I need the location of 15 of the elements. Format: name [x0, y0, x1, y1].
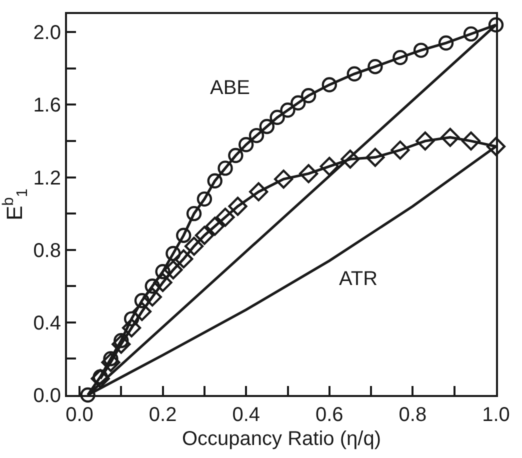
- y-tick-label: 1.6: [33, 94, 61, 117]
- x-tick-label: 0.2: [148, 404, 177, 426]
- y-tick-label: 1.2: [33, 167, 61, 190]
- y-tick-label: 2.0: [33, 22, 61, 44]
- y-tick-label: 0.4: [33, 312, 61, 334]
- x-tick-label: 0.4: [232, 404, 260, 426]
- x-tick-label: 0.6: [315, 404, 344, 426]
- y-tick-label: 0.0: [33, 385, 61, 407]
- x-axis-title: Occupancy Ratio (η/q): [182, 428, 381, 450]
- annotation: ABE: [210, 77, 250, 99]
- annotation: ATR: [339, 268, 378, 290]
- x-tick-label: 0.8: [398, 404, 427, 426]
- y-tick-label: 0.8: [33, 240, 61, 262]
- x-tick-label: 0.0: [66, 404, 94, 426]
- x-tick-label: 1.0: [482, 404, 510, 426]
